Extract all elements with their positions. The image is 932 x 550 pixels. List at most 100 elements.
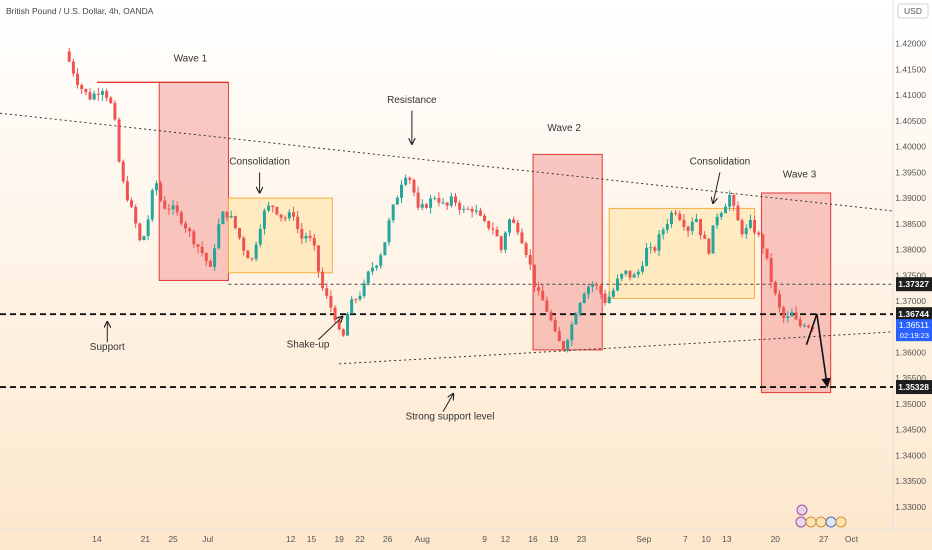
candle <box>769 253 773 289</box>
time-tick-label: 9 <box>482 534 487 544</box>
event-flag-icon[interactable] <box>805 516 817 528</box>
strong-support-arrow[interactable] <box>442 394 453 412</box>
candle <box>229 210 233 219</box>
event-flag-icon[interactable] <box>825 516 837 528</box>
wave-2-zone[interactable] <box>532 153 603 351</box>
candle <box>134 204 138 229</box>
price-tick-label: 1.39500 <box>895 167 926 177</box>
price-tick-label: 1.34500 <box>895 425 926 435</box>
candle <box>113 100 117 121</box>
candle <box>603 289 607 306</box>
candle <box>354 298 358 304</box>
candle <box>807 324 811 329</box>
price-axis[interactable]: 1.42000 1.41500 1.41000 1.40500 1.40000 1.395… <box>895 39 926 512</box>
candle <box>470 206 474 218</box>
candle <box>159 180 163 203</box>
candle <box>532 264 536 293</box>
candle <box>117 117 121 163</box>
candle <box>586 284 590 299</box>
time-tick-label: 21 <box>141 534 151 544</box>
candle <box>271 205 275 213</box>
event-flag-icon[interactable] <box>796 504 808 516</box>
svg-text:02:19:23: 02:19:23 <box>900 331 929 340</box>
candle <box>524 241 528 258</box>
candle <box>748 214 752 230</box>
price-label[interactable]: 1.35328 <box>896 380 932 395</box>
event-flag-icon[interactable] <box>835 516 847 528</box>
price-label[interactable]: 1.36744 <box>896 307 932 322</box>
candle <box>362 279 366 299</box>
wave-1-zone[interactable] <box>158 81 229 281</box>
shake-up-arrow[interactable] <box>318 316 342 340</box>
candle <box>649 242 653 254</box>
arrows-layer <box>107 110 831 412</box>
lines-layer <box>0 81 894 388</box>
candle <box>154 180 158 196</box>
candle <box>130 197 134 209</box>
candle <box>557 326 561 342</box>
candle <box>483 213 487 223</box>
time-tick-label: Oct <box>845 534 859 544</box>
candle <box>798 316 802 329</box>
candle <box>308 230 312 242</box>
time-tick-label: 12 <box>501 534 511 544</box>
event-flag-icon[interactable] <box>815 516 827 528</box>
price-tick-label: 1.34000 <box>895 450 926 460</box>
candle <box>690 217 694 235</box>
price-tick-label: 1.38500 <box>895 219 926 229</box>
price-tick-label: 1.35500 <box>895 373 926 383</box>
price-label[interactable]: 1.37327 <box>896 277 932 292</box>
candle <box>171 199 175 215</box>
price-tick-label: 1.41500 <box>895 64 926 74</box>
time-tick-label: 10 <box>701 534 711 544</box>
event-icons[interactable] <box>795 504 847 528</box>
time-tick-label: Sep <box>636 534 651 544</box>
candle <box>794 306 798 320</box>
projection-arrow[interactable] <box>805 313 831 388</box>
candle <box>537 282 541 296</box>
candle <box>84 88 88 96</box>
price-tick-label: 1.37500 <box>895 270 926 280</box>
candle <box>221 210 225 225</box>
candle <box>549 309 553 322</box>
candle <box>445 201 449 211</box>
time-tick-label: 14 <box>92 534 102 544</box>
candle <box>121 159 125 184</box>
candle <box>292 206 296 221</box>
consolidation-zone-1[interactable] <box>227 197 333 274</box>
candle <box>566 338 570 353</box>
candle <box>279 214 283 222</box>
event-flag-icon[interactable] <box>795 516 807 528</box>
candle <box>507 218 511 237</box>
wave-3-zone[interactable] <box>760 192 832 394</box>
candle <box>462 205 466 214</box>
currency-badge[interactable]: USD <box>897 3 929 19</box>
price-tick-label: 1.39000 <box>895 193 926 203</box>
consolidation-2-arrow[interactable] <box>713 172 721 203</box>
candle <box>765 248 769 261</box>
time-axis[interactable]: 14 21 25 Jul 12 15 19 22 26 Aug 9 12 16 19 23 Sep 7 10 13 2… <box>92 534 859 544</box>
candle <box>350 296 354 314</box>
chart-title: British Pound / U.S. Dollar, 4h, OANDA <box>6 6 154 16</box>
candle <box>196 243 200 254</box>
candle <box>753 215 757 235</box>
time-tick-label: 12 <box>286 534 296 544</box>
candle <box>487 220 491 231</box>
candle <box>541 285 545 301</box>
candle <box>304 232 308 243</box>
candle <box>316 245 320 278</box>
time-tick-label: 19 <box>334 534 344 544</box>
consolidation-zone-2[interactable] <box>608 207 756 299</box>
candle <box>429 194 433 214</box>
time-tick-label: Jul <box>202 534 213 544</box>
candle <box>757 230 761 238</box>
candle <box>233 215 237 230</box>
candle <box>520 228 524 244</box>
candle <box>296 211 300 234</box>
price-tick-label: 1.40500 <box>895 116 926 126</box>
candle <box>80 83 84 94</box>
candle <box>420 199 424 211</box>
